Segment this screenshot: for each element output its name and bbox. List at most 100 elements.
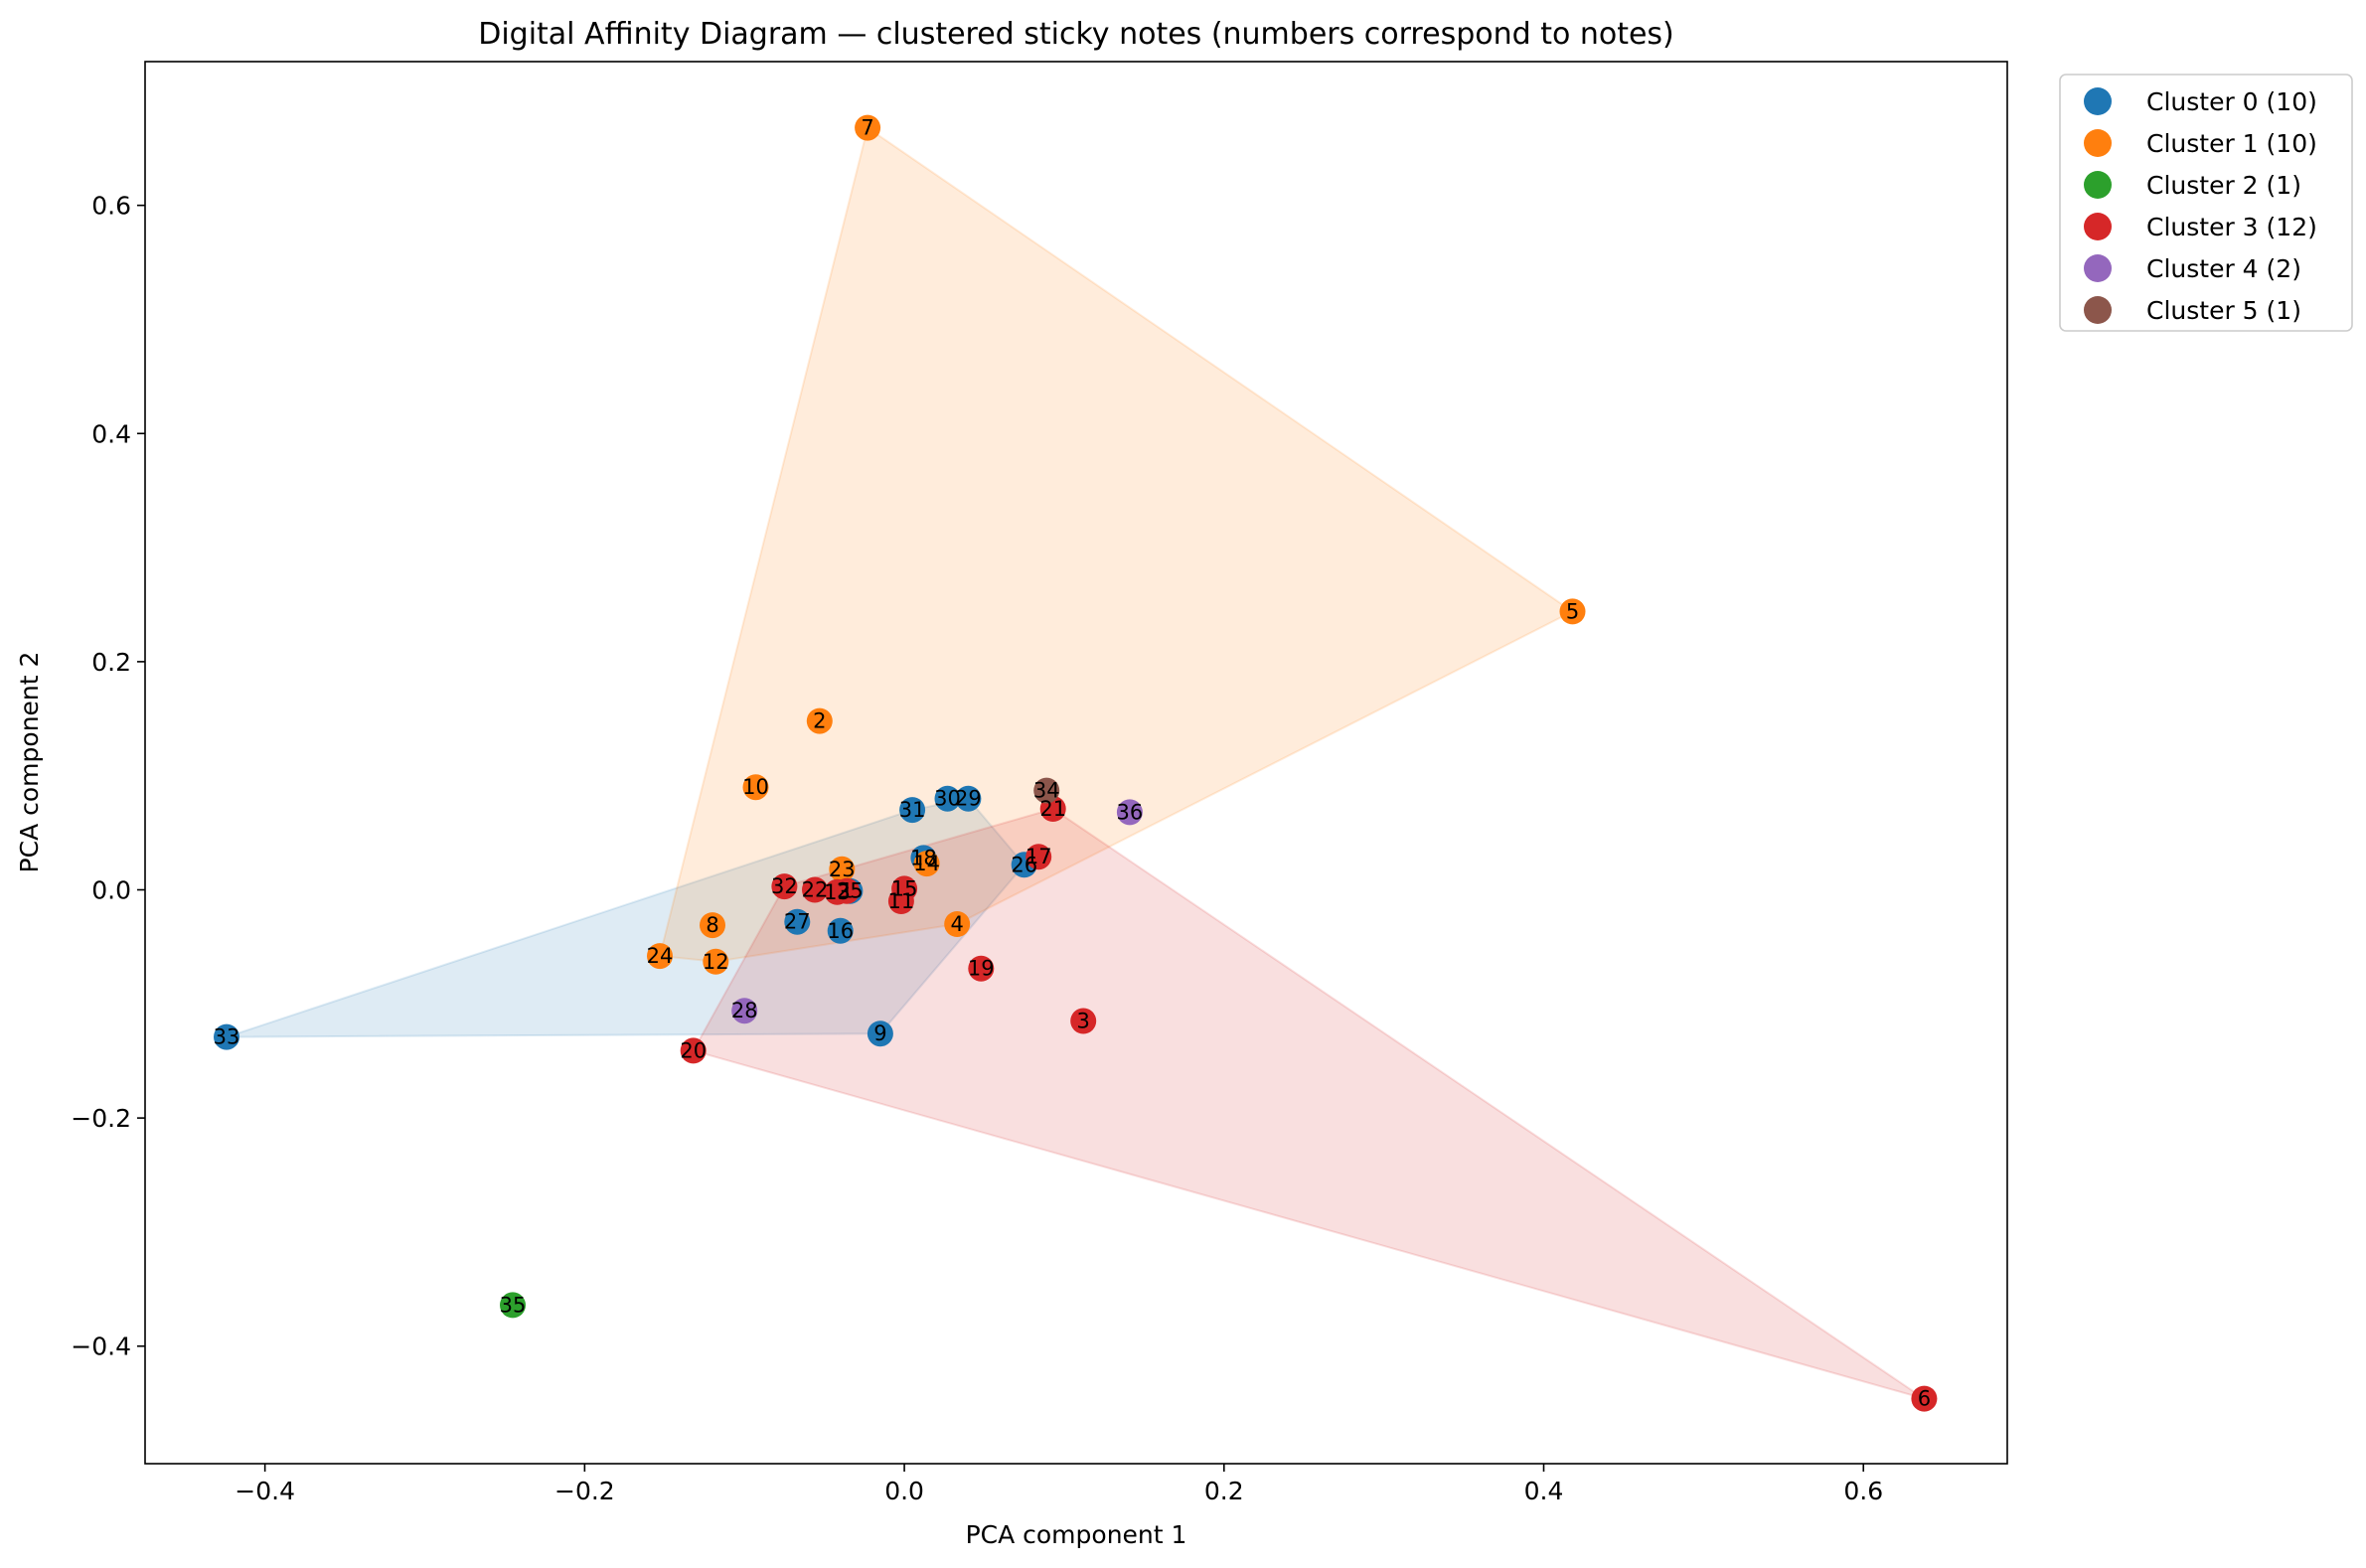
point-27	[784, 908, 811, 935]
legend-label-cluster-2: Cluster 2 (1)	[2146, 171, 2301, 200]
y-tick-label: 0.2	[91, 648, 131, 677]
legend-marker-cluster-2	[2084, 171, 2112, 199]
point-20	[680, 1037, 707, 1064]
point-1	[834, 877, 861, 904]
point-label-31: 31	[899, 798, 926, 822]
legend-marker-cluster-4	[2084, 254, 2112, 282]
point-22	[802, 876, 828, 903]
point-label-7: 7	[861, 116, 873, 140]
y-axis-label: PCA component 2	[15, 652, 44, 873]
legend-label-cluster-0: Cluster 0 (10)	[2146, 87, 2317, 116]
point-12	[703, 948, 729, 975]
point-label-15: 15	[891, 876, 918, 900]
legend-marker-cluster-5	[2084, 296, 2112, 324]
point-label-2: 2	[813, 709, 826, 733]
point-30	[934, 785, 961, 812]
point-label-16: 16	[827, 919, 854, 943]
point-label-28: 28	[731, 999, 758, 1022]
x-tick-label: 0.6	[1843, 1477, 1883, 1505]
point-label-24: 24	[647, 944, 674, 968]
cluster-hulls	[226, 125, 1925, 1400]
point-29	[955, 785, 982, 812]
point-label-33: 33	[214, 1025, 240, 1049]
point-label-14: 14	[913, 852, 940, 875]
y-tick-label: −0.4	[71, 1333, 131, 1361]
point-label-11: 11	[888, 889, 915, 913]
x-axis-label: PCA component 1	[966, 1520, 1187, 1549]
legend-marker-cluster-1	[2084, 129, 2112, 157]
point-label-20: 20	[680, 1038, 707, 1062]
point-label-13: 13	[824, 880, 851, 904]
point-label-34: 34	[1033, 779, 1060, 803]
point-31	[899, 797, 926, 824]
point-label-5: 5	[1566, 599, 1579, 623]
point-11	[887, 888, 914, 914]
point-32	[771, 873, 798, 900]
point-label-36: 36	[1117, 800, 1144, 824]
cluster-3-hull	[692, 807, 1925, 1400]
x-axis-ticks: −0.4 −0.2 0.0 0.2 0.4 0.6	[235, 1464, 1883, 1505]
point-label-25: 25	[837, 879, 864, 903]
legend-marker-cluster-3	[2084, 213, 2112, 240]
x-tick-label: −0.4	[235, 1477, 295, 1505]
point-14	[913, 851, 940, 877]
point-4	[944, 911, 971, 937]
chart-title: Digital Affinity Diagram — clustered sti…	[478, 17, 1674, 52]
legend-label-cluster-5: Cluster 5 (1)	[2146, 296, 2301, 325]
point-label-10: 10	[742, 775, 769, 799]
legend-label-cluster-4: Cluster 4 (2)	[2146, 254, 2301, 283]
y-axis-ticks: −0.4 −0.2 0.0 0.2 0.4 0.6	[71, 192, 145, 1361]
point-28	[731, 998, 758, 1024]
point-10	[742, 774, 769, 801]
point-label-26: 26	[1011, 853, 1037, 876]
legend-label-cluster-3: Cluster 3 (12)	[2146, 213, 2317, 241]
point-label-27: 27	[784, 910, 811, 934]
point-23	[829, 856, 856, 882]
point-6	[1911, 1385, 1938, 1412]
point-16	[827, 917, 854, 944]
point-8	[700, 912, 725, 939]
point-17	[1025, 844, 1052, 870]
legend-frame	[2059, 74, 2353, 332]
point-label-17: 17	[1025, 845, 1052, 868]
point-19	[968, 955, 995, 982]
point-label-6: 6	[1918, 1387, 1931, 1411]
point-5	[1559, 598, 1586, 625]
x-tick-label: 0.0	[884, 1477, 924, 1505]
point-34	[1033, 777, 1060, 804]
legend-label-cluster-1: Cluster 1 (10)	[2146, 129, 2317, 158]
point-7	[855, 114, 881, 141]
point-33	[214, 1023, 239, 1050]
point-3	[1070, 1008, 1097, 1034]
point-label-35: 35	[500, 1293, 527, 1317]
point-label-12: 12	[703, 950, 729, 974]
y-tick-label: 0.0	[91, 876, 131, 905]
point-label-19: 19	[968, 957, 995, 981]
point-label-21: 21	[1039, 797, 1066, 821]
legend-marker-cluster-0	[2084, 87, 2112, 115]
cluster-1-hull	[658, 125, 1575, 963]
point-label-23: 23	[829, 858, 856, 881]
point-label-4: 4	[951, 912, 964, 936]
point-label-22: 22	[802, 878, 829, 902]
x-tick-label: −0.2	[554, 1477, 615, 1505]
x-tick-label: 0.4	[1524, 1477, 1564, 1505]
data-points	[214, 114, 1938, 1412]
point-label-29: 29	[955, 787, 982, 811]
point-label-9: 9	[873, 1021, 886, 1045]
point-9	[867, 1020, 893, 1047]
point-2	[806, 707, 833, 734]
cluster-0-hull	[226, 797, 1026, 1038]
point-label-8: 8	[706, 913, 718, 937]
point-35	[500, 1292, 526, 1319]
point-label-32: 32	[771, 874, 798, 898]
legend: Cluster 0 (10) Cluster 1 (10) Cluster 2 (1…	[2059, 74, 2353, 332]
x-tick-label: 0.2	[1204, 1477, 1244, 1505]
point-label-18: 18	[910, 846, 937, 869]
point-36	[1116, 799, 1143, 826]
y-tick-label: 0.4	[91, 419, 131, 448]
y-tick-label: −0.2	[71, 1104, 131, 1133]
y-tick-label: 0.6	[91, 192, 131, 221]
